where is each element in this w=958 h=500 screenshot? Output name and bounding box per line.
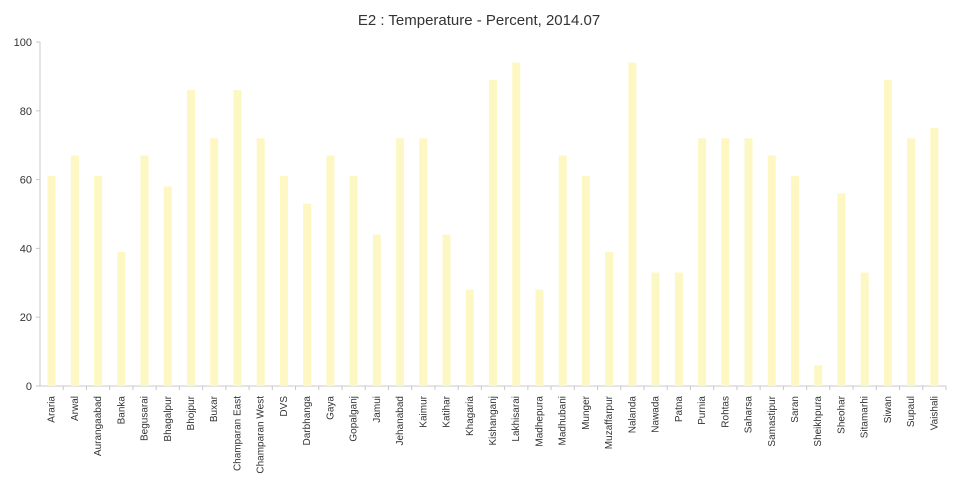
bar — [883, 79, 892, 386]
bars — [47, 62, 939, 386]
x-tick-label: Siwan — [883, 396, 894, 423]
bar — [163, 186, 172, 386]
bar — [930, 128, 939, 386]
x-tick-label: Buxar — [209, 395, 220, 422]
bar — [396, 138, 405, 386]
x-tick-label: Nalanda — [627, 396, 638, 434]
bar — [326, 155, 335, 386]
x-tick-label: Sitamarhi — [860, 396, 871, 438]
bar — [94, 176, 103, 386]
x-tick-label: Khagaria — [465, 396, 476, 436]
bar — [47, 176, 56, 386]
x-tick-label: Kishanganj — [488, 396, 499, 445]
x-tick-label: Madhepura — [534, 396, 545, 447]
bar — [558, 155, 567, 386]
x-tick-label: Patna — [674, 396, 685, 423]
bar — [535, 289, 544, 386]
x-axis-ticks: Araria Arwal Aurangaabad Banka Begusarai Bhag… — [47, 386, 947, 474]
bar — [651, 272, 660, 386]
bar — [581, 176, 590, 386]
y-tick-label: 100 — [14, 37, 32, 49]
bar — [814, 365, 823, 386]
bar — [791, 176, 799, 386]
bar — [279, 176, 288, 386]
bar — [512, 62, 521, 386]
bar — [187, 90, 195, 386]
x-tick-label: Muzaffarpur — [604, 395, 615, 449]
bar — [117, 251, 126, 386]
x-tick-label: Samastipur — [767, 395, 778, 446]
x-tick-label: Saharsa — [744, 396, 755, 434]
x-tick-label: Arwal — [70, 396, 81, 421]
x-tick-label: Jehanabad — [395, 396, 406, 446]
x-tick-label: Rohtas — [720, 396, 731, 428]
bar — [465, 289, 474, 386]
y-tick-label: 20 — [20, 312, 32, 324]
bar — [233, 90, 242, 386]
bar — [256, 138, 265, 386]
x-tick-label: Gaya — [325, 396, 336, 420]
x-tick-label: Jamui — [372, 396, 383, 423]
x-tick-label: Madhubani — [558, 396, 569, 445]
bar — [70, 155, 79, 386]
x-tick-label: Banka — [116, 396, 127, 425]
x-tick-label: Begusarai — [140, 396, 151, 441]
x-tick-label: Lakhisarai — [511, 396, 522, 442]
x-tick-label: Munger — [581, 395, 592, 430]
bar — [837, 193, 846, 386]
x-tick-label: Gopalganj — [349, 396, 360, 442]
x-tick-label: Darbhanga — [302, 396, 313, 446]
bar — [210, 138, 219, 386]
chart-title: E2 : Temperature - Percent, 2014.07 — [358, 12, 600, 29]
y-tick-label: 40 — [20, 243, 32, 255]
x-tick-label: Nawada — [651, 396, 662, 433]
y-tick-label: 80 — [20, 106, 32, 118]
bar — [674, 272, 683, 386]
x-tick-label: Vaishali — [929, 396, 940, 430]
bar — [303, 203, 312, 386]
x-tick-label: Champaran East — [232, 396, 243, 471]
x-tick-label: Saran — [790, 396, 801, 423]
bar — [907, 138, 916, 386]
x-tick-label: Supaul — [906, 396, 917, 427]
y-axis-ticks: 0 20 40 60 80 100 — [14, 37, 40, 393]
bar — [372, 234, 381, 386]
bar — [140, 155, 149, 386]
x-tick-label: Sheikhpura — [813, 396, 824, 447]
x-tick-label: Aurangaabad — [93, 396, 104, 456]
bar — [744, 138, 753, 386]
x-tick-label: Bhagalpur — [163, 395, 174, 441]
bar — [698, 138, 707, 386]
bar — [419, 138, 428, 386]
x-tick-label: Purnia — [697, 396, 708, 425]
x-tick-label: Kaimur — [418, 395, 429, 427]
bar — [605, 251, 614, 386]
x-tick-label: Bhojpur — [186, 395, 197, 430]
x-tick-label: Champaran West — [256, 396, 267, 474]
bar — [489, 79, 497, 386]
x-tick-label: Araria — [47, 396, 58, 423]
bar — [442, 234, 451, 386]
y-tick-label: 0 — [26, 381, 32, 393]
x-tick-label: Katihar — [442, 395, 453, 427]
x-tick-label: Sheohar — [836, 395, 847, 433]
bar — [767, 155, 776, 386]
bar — [349, 176, 358, 386]
bar — [628, 62, 637, 386]
y-tick-label: 60 — [20, 175, 32, 187]
bar — [721, 138, 730, 386]
x-tick-label: DVS — [279, 396, 290, 417]
bar — [860, 272, 869, 386]
